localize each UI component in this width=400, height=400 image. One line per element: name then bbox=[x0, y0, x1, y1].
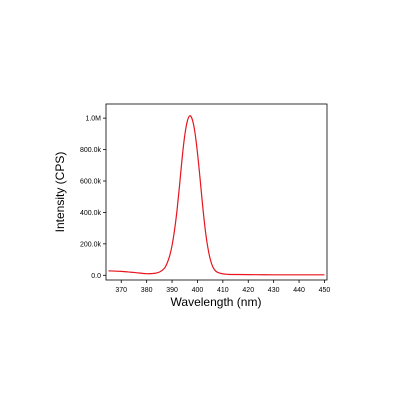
y-tick-label: 0.0 bbox=[91, 273, 101, 280]
x-axis-title: Wavelength (nm) bbox=[171, 295, 262, 309]
x-tick-label: 400 bbox=[192, 287, 204, 294]
x-tick-label: 420 bbox=[242, 287, 254, 294]
x-tick-label: 390 bbox=[166, 287, 178, 294]
y-tick-label: 800.0k bbox=[80, 147, 102, 154]
y-tick-label: 400.0k bbox=[80, 210, 102, 217]
x-tick-label: 370 bbox=[115, 287, 127, 294]
x-axis: 370 380 390 400 410 420 430 440 450 bbox=[115, 280, 330, 294]
y-tick-label: 1.0M bbox=[85, 116, 101, 123]
x-tick-label: 440 bbox=[293, 287, 305, 294]
series-line bbox=[108, 115, 325, 276]
plot-frame bbox=[105, 103, 328, 281]
y-axis-title: Intensity (CPS) bbox=[53, 152, 67, 233]
y-tick-label: 600.0k bbox=[80, 179, 102, 186]
x-tick-label: 430 bbox=[268, 287, 280, 294]
x-tick-label: 410 bbox=[217, 287, 229, 294]
y-axis: 0.0 200.0k 400.0k 600.0k 800.0k 1.0M bbox=[80, 116, 106, 280]
x-tick-label: 450 bbox=[319, 287, 331, 294]
y-tick-label: 200.0k bbox=[80, 241, 102, 248]
x-tick-label: 380 bbox=[141, 287, 153, 294]
